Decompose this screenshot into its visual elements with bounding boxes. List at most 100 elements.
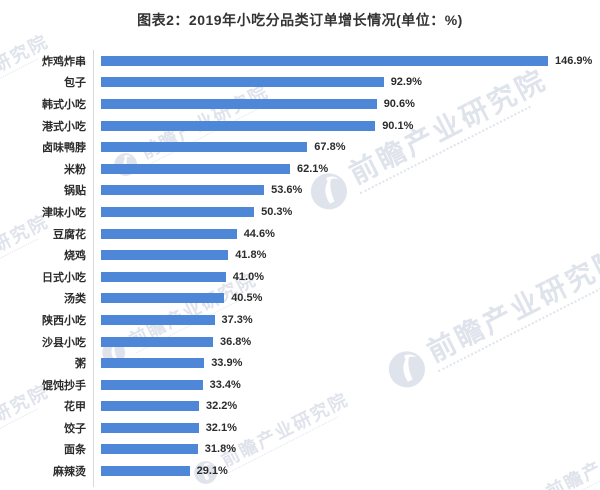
bar — [101, 228, 237, 239]
value-label: 33.9% — [211, 357, 243, 370]
bar-track: 36.8% — [101, 336, 600, 348]
value-label: 41.0% — [232, 270, 264, 283]
value-label: 29.1% — [196, 465, 228, 478]
chart-row: 饺子 32.1% — [0, 417, 600, 439]
category-label: 豆腐花 — [53, 228, 86, 241]
category-label: 粥 — [75, 358, 86, 371]
value-label: 62.1% — [297, 162, 329, 175]
bar-track: 33.4% — [101, 379, 600, 391]
bar — [101, 314, 215, 325]
chart-row: 沙县小吃 36.8% — [0, 331, 600, 353]
chart-row: 锅贴 53.6% — [0, 180, 600, 202]
bar-track: 32.2% — [101, 400, 600, 412]
category-label: 烧鸡 — [64, 250, 86, 263]
bar — [101, 77, 384, 88]
category-label: 津味小吃 — [42, 206, 86, 219]
category-label: 饺子 — [64, 422, 86, 435]
chart-row: 馄饨抄手 33.4% — [0, 374, 600, 396]
bar-track: 90.6% — [101, 98, 600, 110]
value-label: 90.6% — [383, 97, 415, 110]
value-label: 41.8% — [235, 249, 267, 262]
bar-track: 62.1% — [101, 163, 600, 175]
category-label: 日式小吃 — [42, 271, 86, 284]
chart-rows: 炸鸡炸串 146.9% 包子 92.9% 韩式小吃 90.6% 港式小吃 90.1% 卤味鸭脖 6… — [0, 50, 600, 482]
y-axis-line — [93, 50, 94, 487]
category-label: 花甲 — [64, 401, 86, 414]
bar — [101, 358, 205, 369]
bar — [101, 271, 226, 282]
category-label: 韩式小吃 — [42, 98, 86, 111]
bar — [101, 120, 376, 131]
chart-row: 豆腐花 44.6% — [0, 223, 600, 245]
bar — [101, 98, 377, 109]
bar — [101, 163, 290, 174]
value-label: 146.9% — [555, 54, 593, 67]
chart-row: 日式小吃 41.0% — [0, 266, 600, 288]
bar-track: 32.1% — [101, 422, 600, 434]
category-label: 港式小吃 — [42, 120, 86, 133]
chart-row: 陕西小吃 37.3% — [0, 309, 600, 331]
value-label: 44.6% — [243, 227, 275, 240]
category-label: 沙县小吃 — [42, 336, 86, 349]
chart-row: 烧鸡 41.8% — [0, 244, 600, 266]
bar — [101, 142, 308, 153]
bar-track: 41.0% — [101, 271, 600, 283]
chart-title: 图表2：2019年小吃分品类订单增长情况(单位：%) — [137, 12, 463, 28]
category-label: 面条 — [64, 444, 86, 457]
bar-track: 41.8% — [101, 249, 600, 261]
value-label: 32.1% — [205, 421, 237, 434]
value-label: 32.2% — [206, 400, 238, 413]
value-label: 50.3% — [261, 205, 293, 218]
category-label: 麻辣烫 — [53, 466, 86, 479]
bar-track: 44.6% — [101, 228, 600, 240]
category-label: 锅贴 — [64, 185, 86, 198]
bar-track: 31.8% — [101, 443, 600, 455]
bar — [101, 336, 213, 347]
chart-row: 韩式小吃 90.6% — [0, 93, 600, 115]
category-label: 包子 — [64, 77, 86, 90]
chart-row: 麻辣烫 29.1% — [0, 460, 600, 482]
value-label: 37.3% — [221, 313, 253, 326]
bar — [101, 444, 198, 455]
bar-track: 40.5% — [101, 292, 600, 304]
bar-track: 33.9% — [101, 357, 600, 369]
bar-track: 146.9% — [101, 55, 600, 67]
value-label: 53.6% — [271, 184, 303, 197]
bar — [101, 250, 229, 261]
value-label: 33.4% — [209, 378, 241, 391]
value-label: 31.8% — [204, 443, 236, 456]
bar — [101, 422, 199, 433]
chart-row: 花甲 32.2% — [0, 396, 600, 418]
bar — [101, 401, 199, 412]
value-label: 92.9% — [390, 76, 422, 89]
value-label: 67.8% — [314, 141, 346, 154]
bar-track: 53.6% — [101, 184, 600, 196]
value-label: 36.8% — [220, 335, 252, 348]
chart-row: 港式小吃 90.1% — [0, 115, 600, 137]
bar — [101, 55, 548, 66]
bar — [101, 466, 190, 477]
chart-row: 米粉 62.1% — [0, 158, 600, 180]
category-label: 陕西小吃 — [42, 314, 86, 327]
chart-row: 粥 33.9% — [0, 352, 600, 374]
bar-track: 67.8% — [101, 141, 600, 153]
bar-track: 90.1% — [101, 120, 600, 132]
category-label: 汤类 — [64, 293, 86, 306]
bar — [101, 206, 255, 217]
chart-row: 炸鸡炸串 146.9% — [0, 50, 600, 72]
bar-track: 37.3% — [101, 314, 600, 326]
value-label: 90.1% — [382, 119, 414, 132]
value-label: 40.5% — [231, 292, 263, 305]
bar-track: 50.3% — [101, 206, 600, 218]
bar-track: 29.1% — [101, 465, 600, 477]
bar-track: 92.9% — [101, 76, 600, 88]
category-label: 馄饨抄手 — [42, 379, 86, 392]
bar — [101, 379, 203, 390]
bar — [101, 185, 265, 196]
chart-row: 汤类 40.5% — [0, 288, 600, 310]
chart-row: 包子 92.9% — [0, 72, 600, 94]
chart-row: 卤味鸭脖 67.8% — [0, 136, 600, 158]
category-label: 米粉 — [64, 163, 86, 176]
category-label: 炸鸡炸串 — [42, 55, 86, 68]
